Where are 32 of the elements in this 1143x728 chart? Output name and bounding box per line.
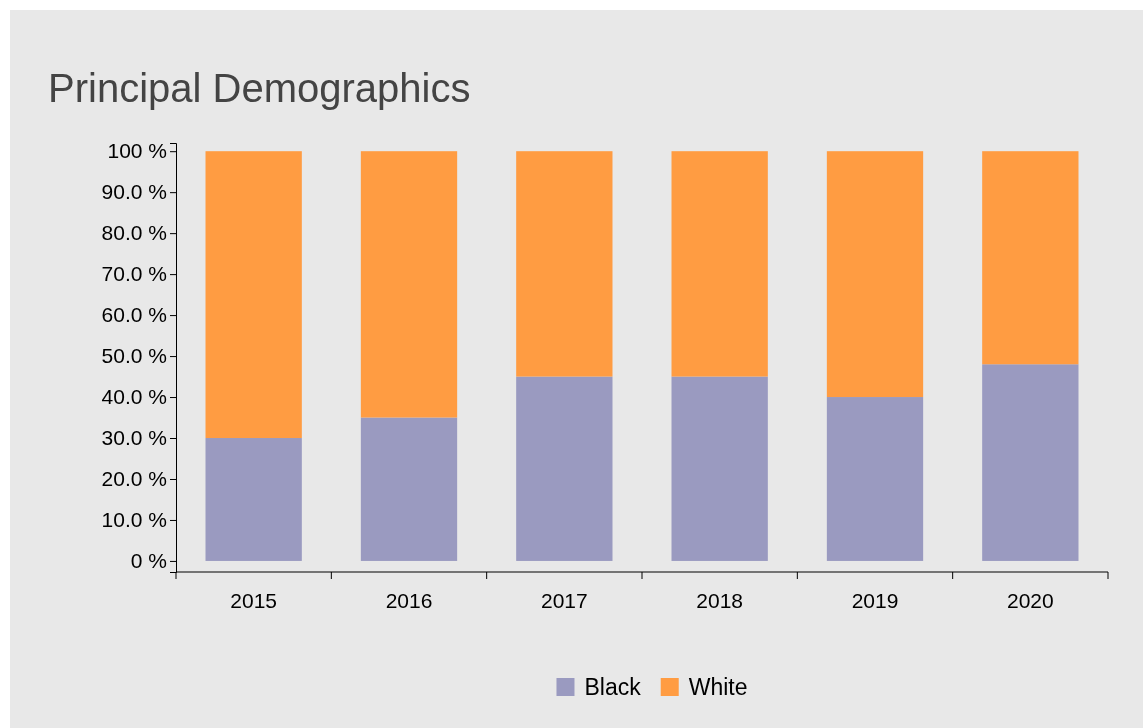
bar <box>516 376 613 561</box>
legend-label: White <box>688 674 748 700</box>
bar <box>826 151 924 398</box>
bar <box>205 151 302 439</box>
legend-label: Black <box>584 674 642 700</box>
bar <box>671 376 768 561</box>
bar <box>982 364 1079 561</box>
bar <box>360 151 458 418</box>
x-tick-label: 2020 <box>1006 589 1054 612</box>
bar <box>205 438 302 561</box>
y-tick-label: 60.0 % <box>101 303 167 327</box>
chart-title: Principal Demographics <box>48 66 471 110</box>
x-tick-label: 2019 <box>851 589 899 612</box>
bar <box>982 151 1079 365</box>
bar <box>360 417 458 561</box>
y-tick-label: 0 % <box>130 549 167 573</box>
bar <box>826 397 924 561</box>
y-tick-label: 70.0 % <box>101 262 167 286</box>
x-tick-label: 2017 <box>540 589 588 612</box>
y-tick-label: 50.0 % <box>101 344 167 368</box>
y-tick-label: 80.0 % <box>101 221 167 245</box>
bar <box>671 151 768 377</box>
y-tick-label: 20.0 % <box>101 467 167 491</box>
x-tick-label: 2015 <box>230 589 278 612</box>
y-tick-label: 100 % <box>107 139 167 163</box>
y-tick-label: 10.0 % <box>101 508 167 532</box>
x-tick-label: 2018 <box>696 589 744 612</box>
y-tick-label: 40.0 % <box>101 385 167 409</box>
x-tick-label: 2016 <box>385 589 433 612</box>
bar <box>516 151 613 377</box>
y-tick-label: 30.0 % <box>101 426 167 450</box>
y-tick-label: 90.0 % <box>101 180 167 204</box>
